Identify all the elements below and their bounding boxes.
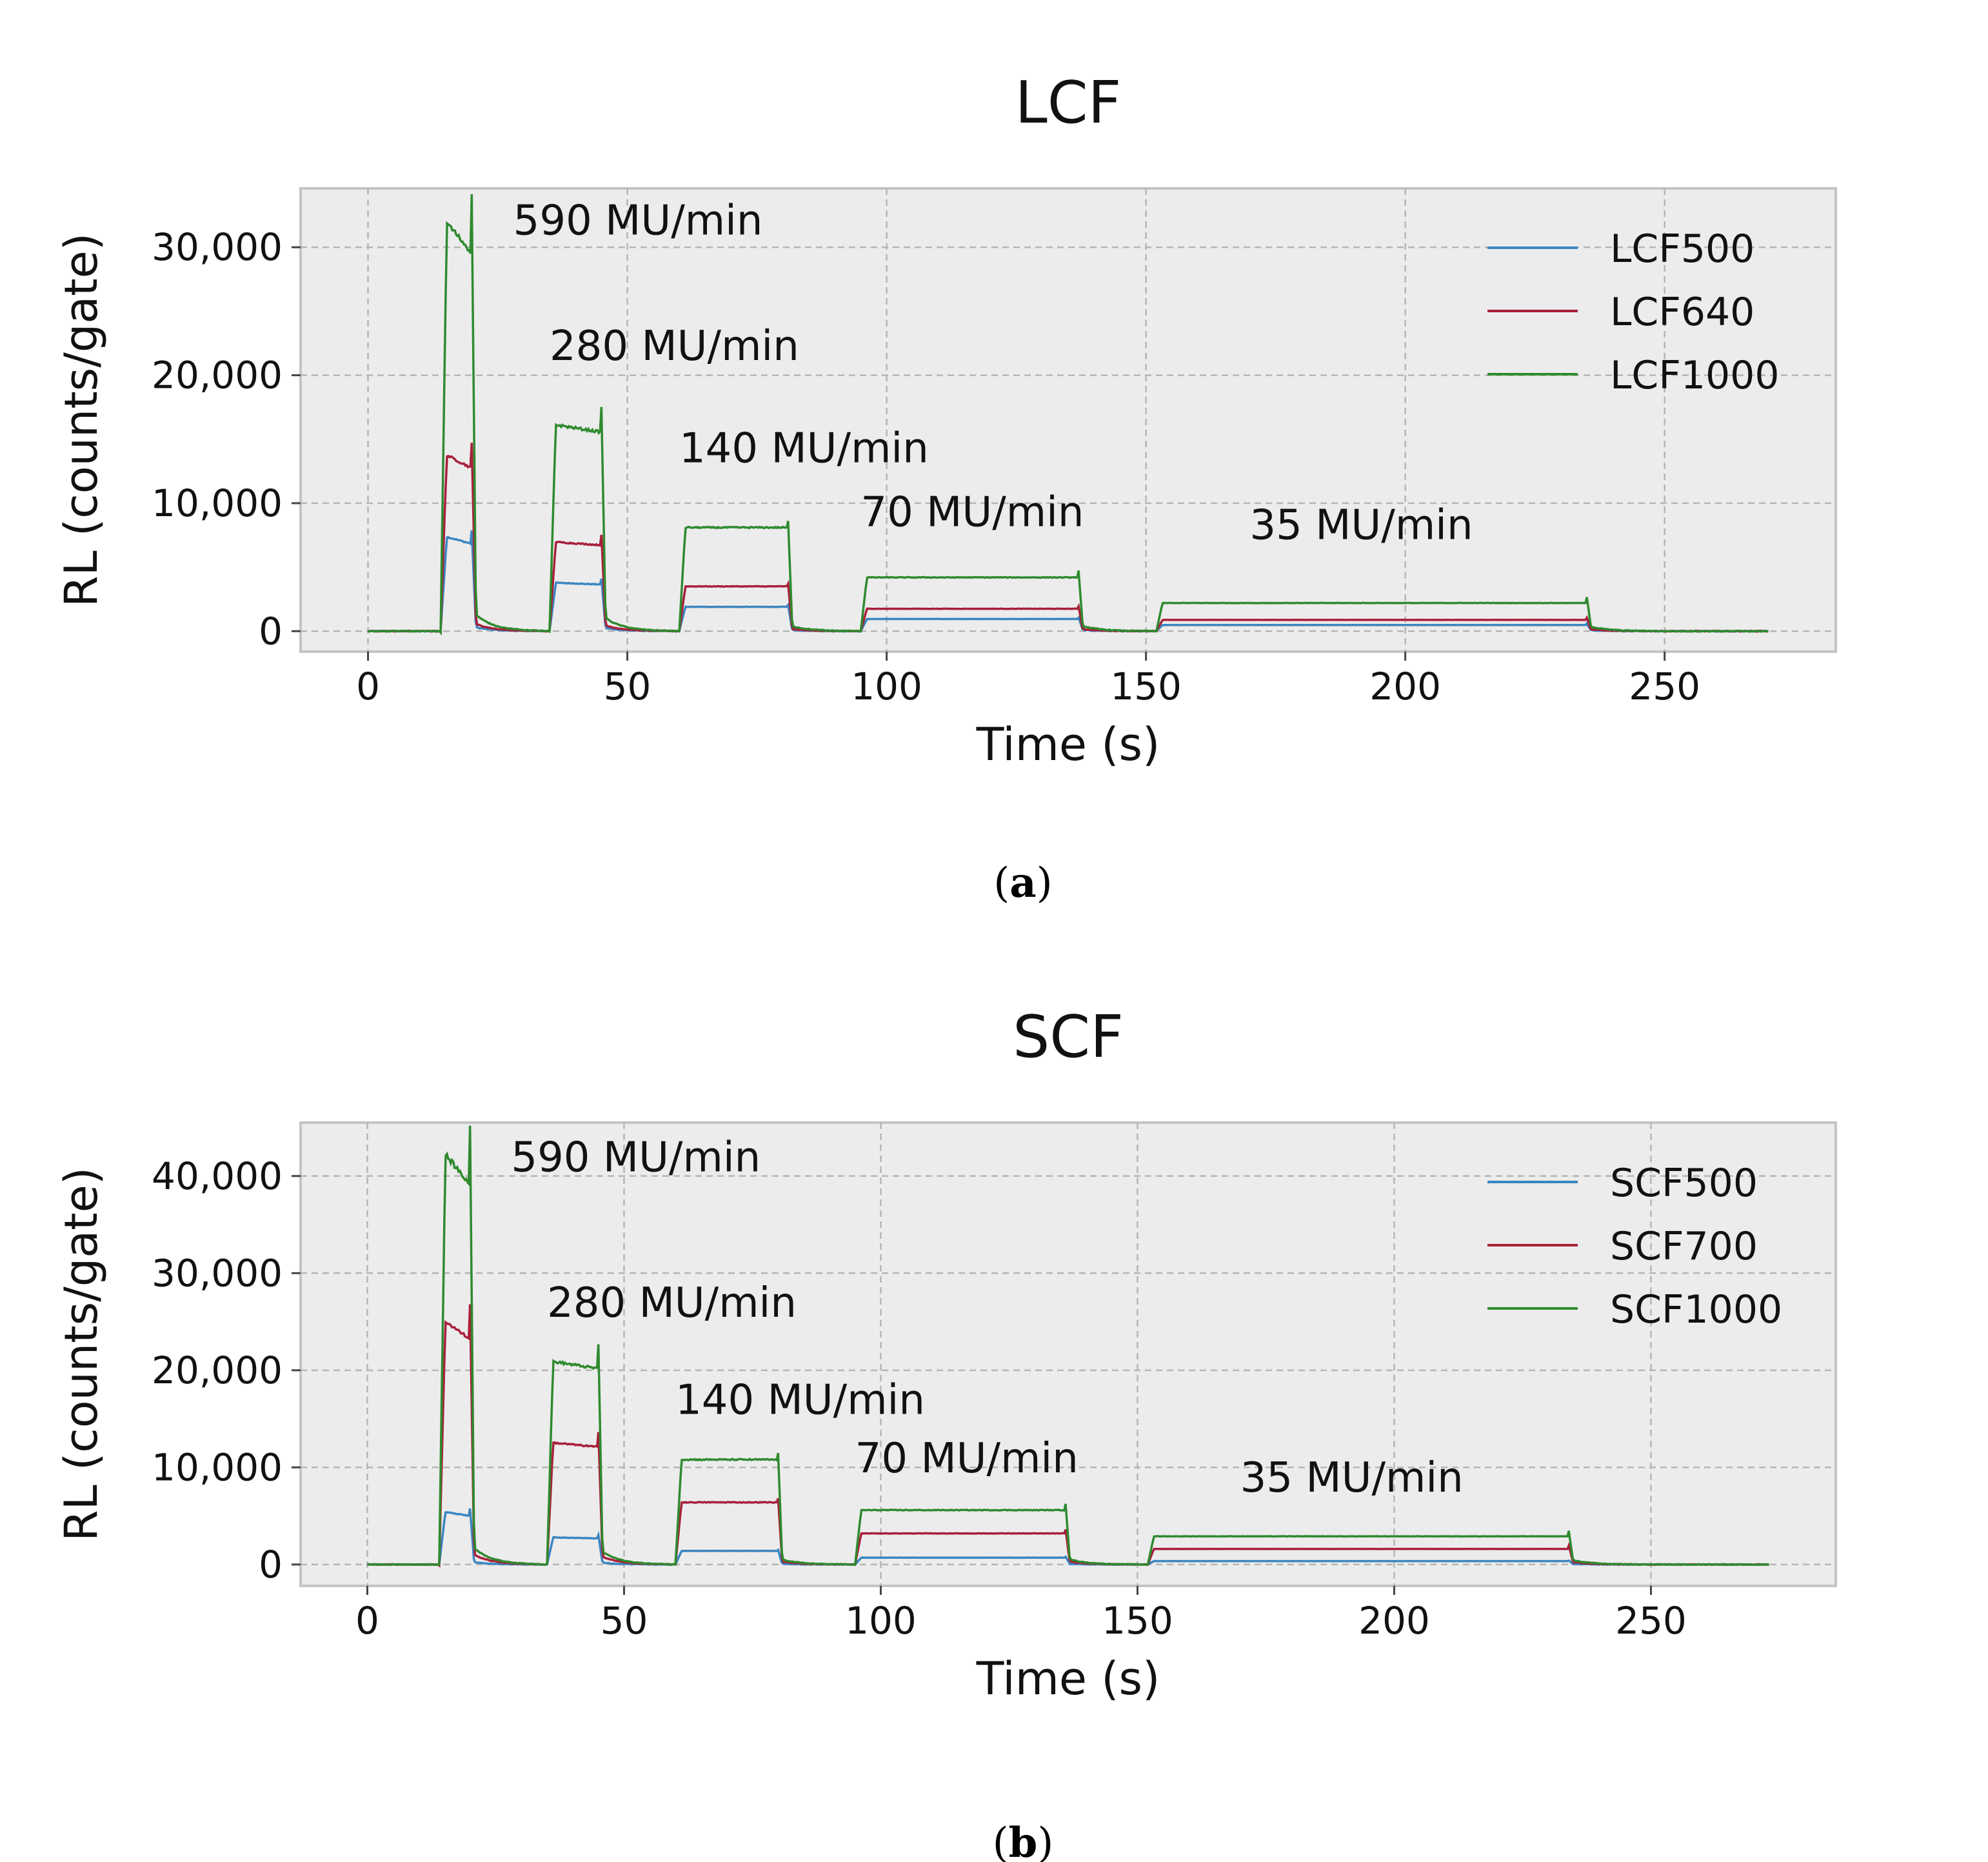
legend-entry: LCF500 <box>1610 226 1754 272</box>
series-line-scf500 <box>366 1508 1769 1567</box>
x-axis-label: Time (s) <box>976 718 1160 771</box>
caption-close-paren: ) <box>1037 1819 1053 1862</box>
x-tick-label: 0 <box>355 1599 379 1643</box>
y-tick-label: 0 <box>259 1543 283 1587</box>
y-tick-label: 10,000 <box>152 481 283 525</box>
y-tick-label: 40,000 <box>152 1154 283 1198</box>
x-tick-label: 250 <box>1615 1599 1687 1643</box>
dose-rate-annotation: 35 MU/min <box>1249 501 1473 549</box>
x-tick-label: 150 <box>1110 665 1182 708</box>
x-tick-label: 200 <box>1369 665 1441 708</box>
caption-open-paren: ( <box>993 859 1009 907</box>
dose-rate-annotation: 280 MU/min <box>550 323 799 370</box>
dose-rate-annotation: 70 MU/min <box>855 1435 1078 1483</box>
dose-rate-annotation: 35 MU/min <box>1240 1454 1464 1502</box>
plot-area <box>299 187 1837 653</box>
dose-rate-annotation: 140 MU/min <box>675 1377 925 1425</box>
legend-entry: LCF640 <box>1610 290 1754 335</box>
y-tick-label: 20,000 <box>152 354 283 397</box>
series-line-lcf1000 <box>367 194 1769 636</box>
y-tick-label: 30,000 <box>152 1251 283 1295</box>
y-axis-label: RL (counts/gate) <box>55 233 108 607</box>
y-tick-label: 30,000 <box>152 225 283 269</box>
caption-open-paren: ( <box>993 1819 1009 1862</box>
series-line-lcf500 <box>368 530 1769 633</box>
chart-title: LCF <box>1015 69 1122 137</box>
x-tick-label: 100 <box>845 1599 917 1643</box>
legend-entry: LCF1000 <box>1610 353 1780 398</box>
dose-rate-annotation: 280 MU/min <box>547 1279 797 1327</box>
dose-rate-annotation: 590 MU/min <box>511 1134 760 1181</box>
x-axis-label: Time (s) <box>976 1652 1160 1705</box>
y-axis-label: RL (counts/gate) <box>55 1167 108 1541</box>
dose-rate-annotation: 590 MU/min <box>513 197 763 245</box>
panel-scf: SCF 0 50 100 150 200 250 0 10,000 20,000 30,000 40,… <box>55 1003 1837 1862</box>
panel-lcf: LCF 0 50 100 150 200 250 0 10,000 20,000 30,000 Tim… <box>55 69 1837 907</box>
plot-area <box>299 1121 1837 1587</box>
x-tick-label: 50 <box>601 1599 648 1643</box>
caption-letter: a <box>1009 859 1036 907</box>
x-tick-label: 250 <box>1629 665 1700 708</box>
caption-letter: b <box>1009 1819 1038 1862</box>
series-line-lcf640 <box>368 443 1769 633</box>
x-tick-label: 0 <box>356 665 380 708</box>
legend-entry: SCF1000 <box>1610 1287 1782 1332</box>
x-tick-label: 200 <box>1358 1599 1430 1643</box>
x-tick-label: 150 <box>1102 1599 1173 1643</box>
panel-caption: (a) <box>993 859 1052 907</box>
x-tick-label: 50 <box>604 665 651 708</box>
series-line-scf1000 <box>367 1125 1770 1567</box>
chart-title: SCF <box>1013 1003 1124 1071</box>
panel-caption: (b) <box>993 1819 1054 1862</box>
x-tick-label: 100 <box>851 665 922 708</box>
legend-entry: SCF500 <box>1610 1161 1758 1206</box>
dose-rate-annotation: 70 MU/min <box>860 489 1084 537</box>
y-tick-label: 20,000 <box>152 1348 283 1392</box>
legend-entry: SCF700 <box>1610 1224 1758 1269</box>
caption-close-paren: ) <box>1037 859 1053 907</box>
y-tick-label: 0 <box>259 609 283 653</box>
y-tick-label: 10,000 <box>152 1445 283 1489</box>
dose-rate-annotation: 140 MU/min <box>679 425 929 472</box>
